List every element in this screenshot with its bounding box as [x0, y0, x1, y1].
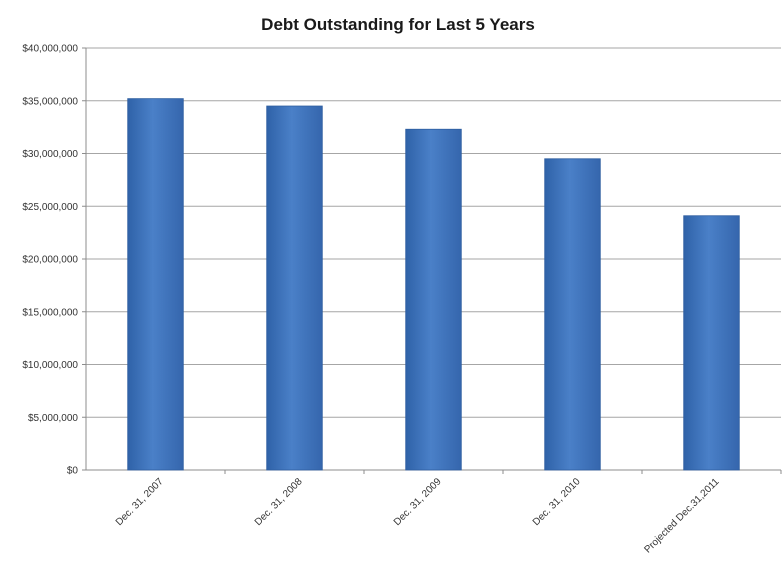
bar: [544, 158, 601, 471]
bar: [266, 105, 323, 471]
y-tick-label: $5,000,000: [28, 413, 78, 424]
x-category-label: Dec. 31, 2007: [114, 476, 166, 528]
y-tick-label: $25,000,000: [22, 202, 78, 213]
bar: [405, 128, 462, 471]
y-tick-label: $35,000,000: [22, 96, 78, 107]
y-tick-label: $0: [67, 466, 79, 477]
x-category-label: Dec. 31, 2008: [253, 476, 305, 528]
y-axis-tick-labels: $0 $5,000,000 $10,000,000 $15,000,000 $20,00…: [22, 44, 78, 477]
y-tick-label: $40,000,000: [22, 44, 78, 55]
bars: [127, 98, 740, 471]
y-tick-label: $10,000,000: [22, 360, 78, 371]
bar: [683, 215, 740, 471]
x-category-label: Projected Dec.31,2011: [642, 476, 721, 555]
bar: [127, 98, 184, 471]
y-tick-label: $30,000,000: [22, 149, 78, 160]
y-tick-label: $20,000,000: [22, 255, 78, 266]
chart-title: Debt Outstanding for Last 5 Years: [261, 15, 535, 34]
x-axis-category-labels: Dec. 31, 2007 Dec. 31, 2008 Dec. 31, 2009 D…: [114, 476, 722, 556]
x-category-label: Dec. 31, 2009: [392, 476, 444, 528]
x-category-label: Dec. 31, 2010: [531, 476, 583, 528]
y-tick-label: $15,000,000: [22, 307, 78, 318]
